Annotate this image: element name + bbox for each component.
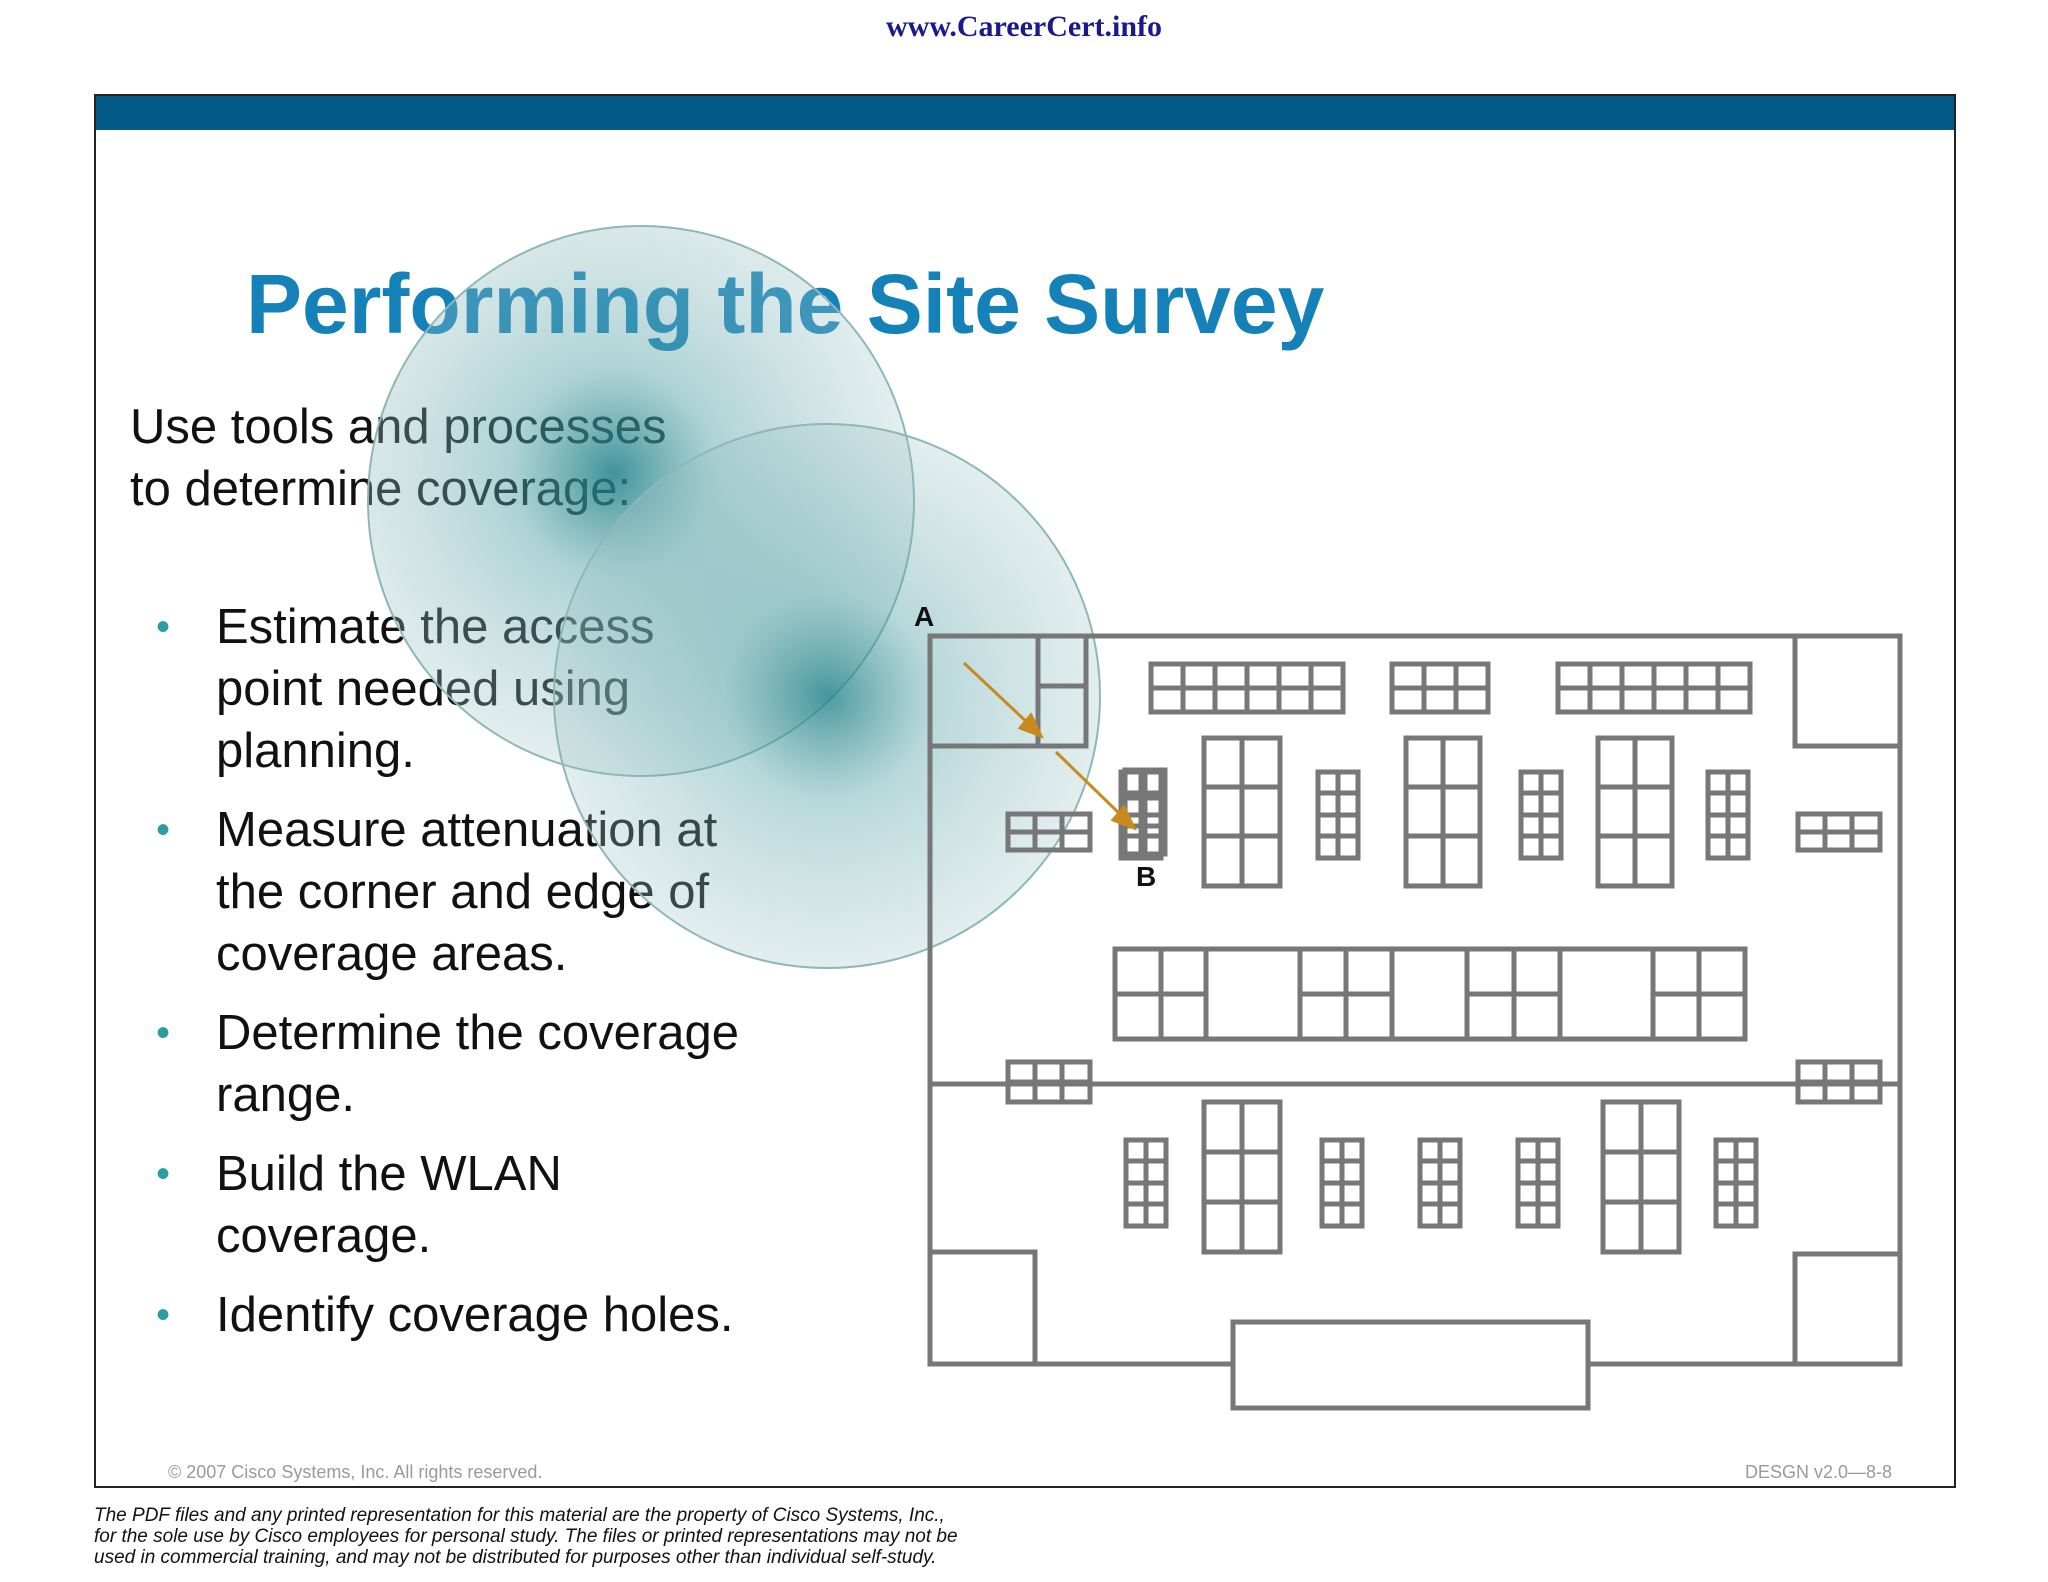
bullet-text: Build the WLAN coverage. [216,1147,562,1263]
bullet-dot-icon: • [156,808,171,852]
bullet-item: • Build the WLAN coverage. [146,1143,746,1267]
access-point-label-b: B [1136,861,1156,892]
access-point-label-a: A [914,601,934,632]
bullet-dot-icon: • [156,605,171,649]
bullet-dot-icon: • [156,1293,171,1337]
survey-path-arrow [962,661,1137,831]
coverage-area-b [553,423,1101,969]
site-survey-diagram: A B [367,225,1903,1411]
disclaimer-line: The PDF files and any printed representa… [94,1505,945,1526]
disclaimer-line: for the sole use by Cisco employees for … [94,1526,958,1547]
disclaimer: The PDF files and any printed representa… [94,1505,1294,1568]
site-url[interactable]: www.CareerCert.info [885,10,1163,43]
slide-header-bar [96,96,1954,130]
copyright-text: © 2007 Cisco Systems, Inc. All rights re… [168,1462,543,1482]
bullet-item: • Identify coverage holes. [146,1284,746,1346]
bullet-list: •Estimate the access point needed using … [146,596,746,1363]
slide: Performing the Site Survey Use tools and… [94,94,1956,1488]
course-code: DESGN v2.0—8-8 [1744,1462,1892,1482]
bullet-text: Identify coverage holes. [216,1288,734,1342]
floor-plan [927,633,1903,1411]
bullet-dot-icon: • [156,1011,171,1055]
bullet-text: Determine the coverage range. [216,1006,739,1122]
bullet-dot-icon: • [156,1152,171,1196]
disclaimer-line: used in commercial training, and may not… [94,1547,937,1568]
bullet-item: • Determine the coverage range. [146,1002,746,1126]
